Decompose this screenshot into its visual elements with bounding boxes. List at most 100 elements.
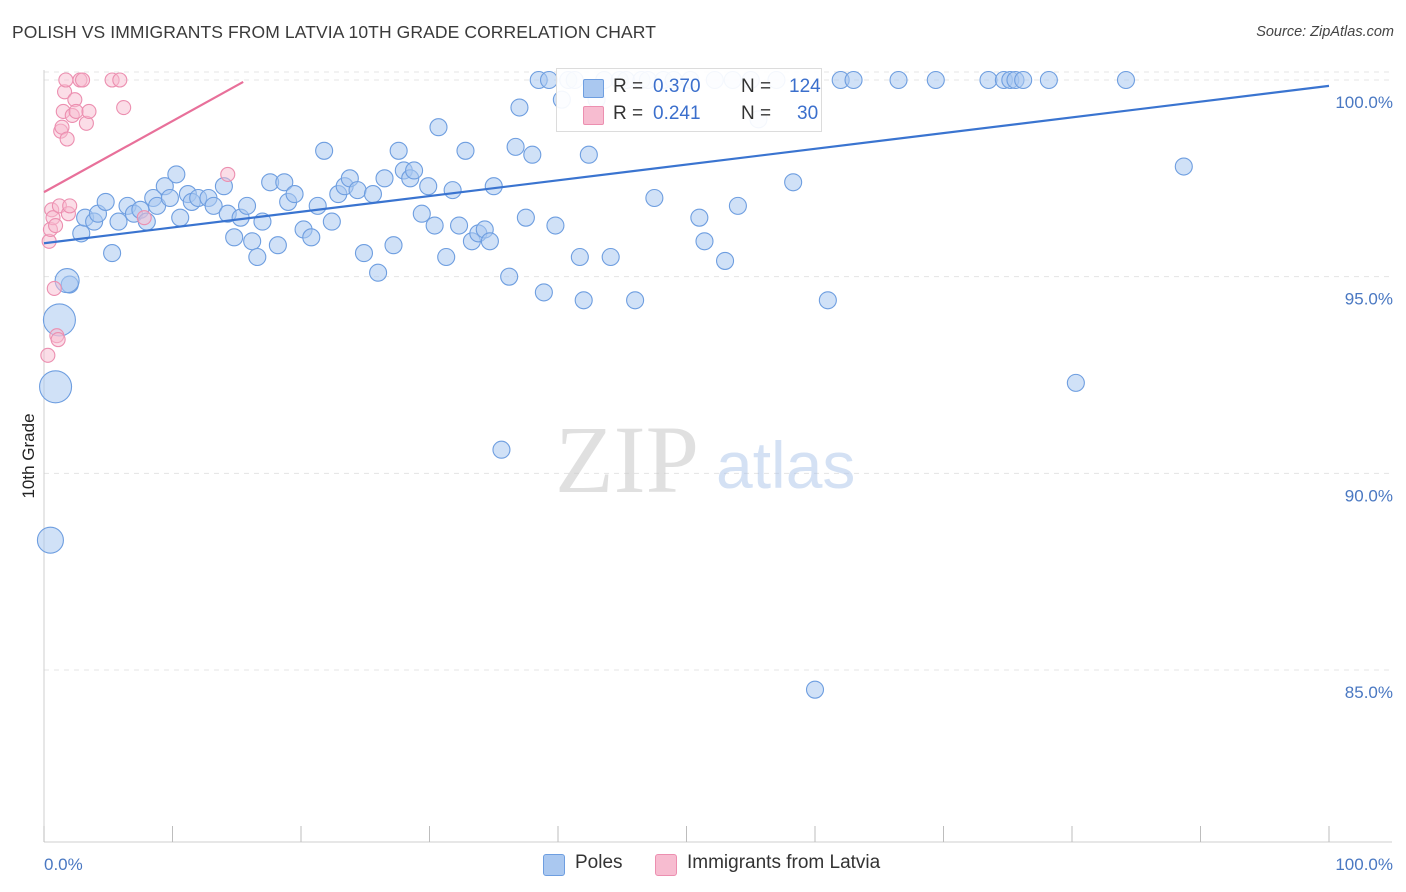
tick-labels: 85.0% 90.0% 95.0% 100.0% 0.0% 100.0%	[44, 93, 1393, 874]
poles-point	[579, 145, 598, 164]
latvia-point	[40, 347, 56, 363]
poles-point	[204, 196, 223, 215]
poles-point	[695, 232, 714, 251]
poles-point	[534, 283, 553, 302]
poles-point	[302, 228, 321, 247]
y-tick-label: 85.0%	[1345, 683, 1393, 702]
y-tick-label: 100.0%	[1335, 93, 1393, 112]
latvia-point	[116, 99, 132, 116]
latvia-legend-swatch	[655, 854, 677, 876]
poles-point	[484, 177, 503, 196]
poles-point	[715, 251, 735, 270]
poles-point	[363, 185, 383, 204]
poles-point	[500, 267, 519, 286]
watermark: ZIP atlas	[555, 406, 855, 513]
poles-trend-line	[43, 84, 1330, 245]
poles-point	[275, 173, 294, 192]
poles-point	[429, 118, 448, 137]
poles-point	[1066, 373, 1085, 392]
poles-point	[728, 196, 747, 215]
r-label: R =	[613, 76, 644, 97]
latvia-point	[48, 217, 64, 234]
poles-point	[437, 247, 456, 267]
poles-point	[626, 291, 645, 310]
x-tick-label: 100.0%	[1335, 855, 1393, 874]
poles-point	[167, 165, 186, 184]
poles-point	[979, 70, 998, 90]
poles-point	[405, 161, 424, 180]
poles-point	[570, 247, 589, 267]
poles-point	[243, 232, 262, 251]
latvia-point	[46, 280, 62, 297]
y-tick-label: 95.0%	[1345, 290, 1393, 309]
poles-point	[510, 98, 529, 117]
trend-lines	[43, 81, 1330, 245]
r-label: R =	[613, 103, 644, 124]
poles-point	[419, 177, 438, 196]
latvia-trend-line	[43, 81, 244, 194]
poles-point	[690, 208, 709, 227]
watermark-atlas: atlas	[716, 428, 855, 502]
poles-point	[36, 526, 64, 554]
latvia-point	[220, 166, 236, 182]
poles-point	[384, 236, 403, 255]
poles-point	[574, 291, 593, 310]
poles-point	[375, 169, 394, 188]
poles-point	[523, 145, 542, 164]
poles-point	[601, 247, 620, 267]
latvia-point	[81, 103, 97, 120]
axes	[43, 70, 1392, 843]
poles-point	[389, 141, 408, 160]
poles-point	[39, 370, 73, 404]
poles-point	[443, 181, 462, 200]
latvia-point	[68, 103, 84, 120]
poles-point	[492, 440, 511, 459]
poles-point	[539, 70, 559, 90]
poles-point	[109, 212, 128, 231]
poles-point	[818, 291, 837, 310]
poles-point	[237, 196, 257, 215]
poles-point	[450, 216, 469, 235]
poles-point	[308, 196, 327, 215]
poles-point	[546, 216, 565, 235]
poles-point	[369, 263, 388, 282]
x-tick-label: 0.0%	[44, 855, 83, 874]
series-latvia	[40, 72, 236, 363]
y-axis-label: 10th Grade	[19, 413, 38, 498]
latvia-point	[75, 72, 91, 88]
poles-point	[480, 232, 499, 251]
poles-point	[225, 228, 244, 247]
chart-title: POLISH VS IMMIGRANTS FROM LATVIA 10TH GR…	[12, 22, 656, 42]
r-value: 0.370	[653, 76, 701, 97]
latvia-point	[59, 131, 75, 147]
n-label: N =	[741, 76, 772, 97]
poles-point	[889, 70, 908, 90]
poles-point	[248, 247, 267, 267]
poles-swatch	[583, 79, 604, 98]
poles-point	[103, 244, 122, 263]
poles-point	[322, 212, 341, 231]
latvia-point	[58, 72, 74, 88]
poles-point	[844, 70, 863, 90]
y-tick-label: 90.0%	[1345, 486, 1393, 505]
n-value: 30	[797, 103, 819, 124]
poles-point	[645, 188, 664, 208]
poles-legend-swatch	[543, 854, 565, 876]
poles-point	[926, 70, 945, 90]
latvia-point	[62, 198, 78, 214]
n-value: 124	[789, 76, 821, 97]
poles-point	[1174, 157, 1193, 176]
poles-point	[456, 141, 475, 160]
series-legend: Poles Immigrants from Latvia	[0, 852, 1406, 878]
r-value: 0.241	[653, 103, 701, 124]
series-poles	[36, 70, 1193, 699]
latvia-point	[50, 332, 66, 348]
legend-label-poles: Poles	[575, 852, 623, 873]
watermark-zip: ZIP	[555, 406, 699, 513]
poles-point	[285, 185, 304, 204]
poles-point	[784, 173, 803, 192]
poles-point	[1039, 70, 1058, 90]
latvia-point	[112, 72, 128, 88]
poles-point	[96, 192, 115, 211]
